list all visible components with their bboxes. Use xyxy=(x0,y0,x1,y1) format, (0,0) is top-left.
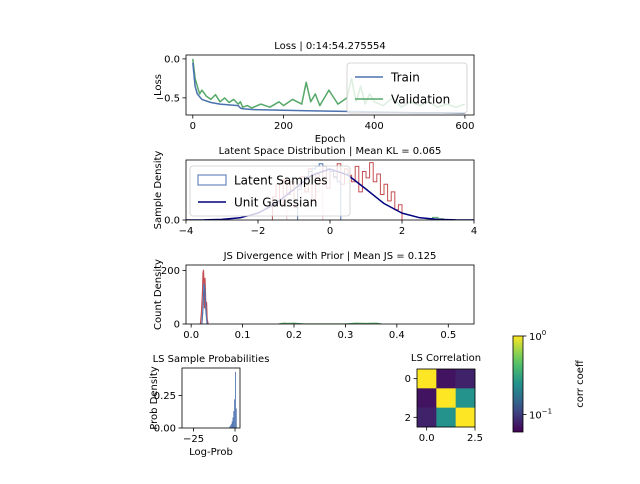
colorbar-tick-exponent: 0 xyxy=(542,329,546,337)
x-tick-label: 0.0 xyxy=(419,433,435,444)
colorbar-tick-label: 10−1 xyxy=(529,408,552,422)
prob-bar xyxy=(229,426,231,428)
heatmap-cell xyxy=(417,407,437,428)
legend-label: Validation xyxy=(391,93,450,107)
x-tick-label: 400 xyxy=(365,121,384,132)
y-tick-label: 0.25 xyxy=(154,391,176,402)
heatmap-cell xyxy=(455,388,476,408)
ls-prob-chart: −25 0 0.00 0.25 LS Sample Probabilities Log-P… xyxy=(149,354,269,458)
x-tick-label: 2.5 xyxy=(467,433,483,444)
js-series-0 xyxy=(199,269,209,324)
y-tick-label: 0.00 xyxy=(154,424,176,435)
axes-frame xyxy=(185,54,475,116)
y-axis-label: Count Density xyxy=(153,259,164,330)
colorbar-tick-label: 100 xyxy=(529,329,546,343)
js-chart: 0.0 0.1 0.2 0.3 0.4 0.5 0 200 JS Divergence with… xyxy=(153,251,475,341)
colorbar-tick-base: 10 xyxy=(529,411,542,422)
chart-title: JS Divergence with Prior | Mean JS = 0.1… xyxy=(223,251,437,262)
latent-chart: −4 −2 0 2 4 0.0 Latent Space Distribution | Me… xyxy=(153,146,477,237)
x-tick-label: 0.2 xyxy=(286,330,302,341)
x-tick-label: −2 xyxy=(251,226,266,237)
heatmap-cell xyxy=(455,369,476,389)
chart-title: Loss | 0:14:54.275554 xyxy=(274,41,386,52)
heatmap-cell xyxy=(417,369,437,389)
x-tick-label: 2 xyxy=(399,226,405,237)
heatmap-cell xyxy=(436,388,456,408)
x-tick-label: 0.0 xyxy=(183,330,199,341)
axes-frame xyxy=(185,264,475,325)
y-tick-label: 0 xyxy=(174,320,180,331)
prob-bar xyxy=(230,424,232,428)
y-tick-label: −0.5 xyxy=(156,93,180,104)
heatmap-cell xyxy=(417,388,437,408)
x-tick-label: 0.3 xyxy=(337,330,353,341)
x-tick-label: 0 xyxy=(232,434,238,445)
x-tick-label: 4 xyxy=(471,226,477,237)
js-series-2 xyxy=(278,322,382,324)
legend-box xyxy=(189,165,351,217)
y-tick-label: 2 xyxy=(405,413,411,424)
legend-label: Latent Samples xyxy=(234,174,328,188)
plot-area xyxy=(199,269,382,324)
x-tick-label: 0 xyxy=(327,226,333,237)
prob-bar xyxy=(235,408,237,428)
axes-frame xyxy=(181,367,241,429)
y-axis-label: Loss xyxy=(153,74,164,96)
prob-bar xyxy=(230,425,231,428)
y-tick-label: 0.0 xyxy=(164,54,180,65)
loss-chart: 0 200 400 600 0.0 −0.5 Loss | 0:14:54.275554 Ep… xyxy=(153,41,474,145)
x-tick-label: 0.1 xyxy=(235,330,251,341)
x-tick-label: 0.4 xyxy=(389,330,405,341)
legend-label: Train xyxy=(390,71,420,85)
x-tick-label: −25 xyxy=(183,434,204,445)
y-tick-label: 200 xyxy=(161,266,180,277)
x-tick-label: 600 xyxy=(455,121,474,132)
colorbar-tick-exponent: −1 xyxy=(542,408,552,416)
y-tick-label: 0 xyxy=(405,374,411,385)
heatmap-cell xyxy=(455,407,476,428)
x-tick-label: 0.5 xyxy=(440,330,456,341)
colorbar xyxy=(512,335,524,433)
x-tick-label: −4 xyxy=(179,226,194,237)
y-axis-label: Sample Density xyxy=(153,151,164,230)
chart-title: LS Correlation xyxy=(411,353,481,364)
js-series-1 xyxy=(201,283,208,324)
prob-bar xyxy=(235,371,236,428)
legend-box xyxy=(346,62,468,114)
x-axis-label: Epoch xyxy=(315,134,346,145)
prob-bar xyxy=(232,417,234,428)
x-tick-label: 0 xyxy=(190,121,196,132)
prob-bar xyxy=(231,421,233,428)
heatmap-cell xyxy=(436,369,456,389)
x-tick-label: 200 xyxy=(274,121,293,132)
y-axis-label: Prob Density xyxy=(149,366,160,429)
colorbar-label: corr coeff xyxy=(575,359,586,408)
heatmap-cell xyxy=(436,407,456,428)
prob-bar xyxy=(233,411,235,428)
colorbar-tick-base: 10 xyxy=(529,332,542,343)
chart-title: LS Sample Probabilities xyxy=(153,354,270,365)
axes-frame xyxy=(416,368,476,428)
prob-bar xyxy=(234,399,236,428)
legend-label: Unit Gaussian xyxy=(234,196,317,210)
y-tick-label: 0.0 xyxy=(164,216,180,227)
x-axis-label: Log-Prob xyxy=(189,447,233,458)
legend-patch xyxy=(197,174,227,186)
chart-title: Latent Space Distribution | Mean KL = 0.… xyxy=(219,146,442,157)
